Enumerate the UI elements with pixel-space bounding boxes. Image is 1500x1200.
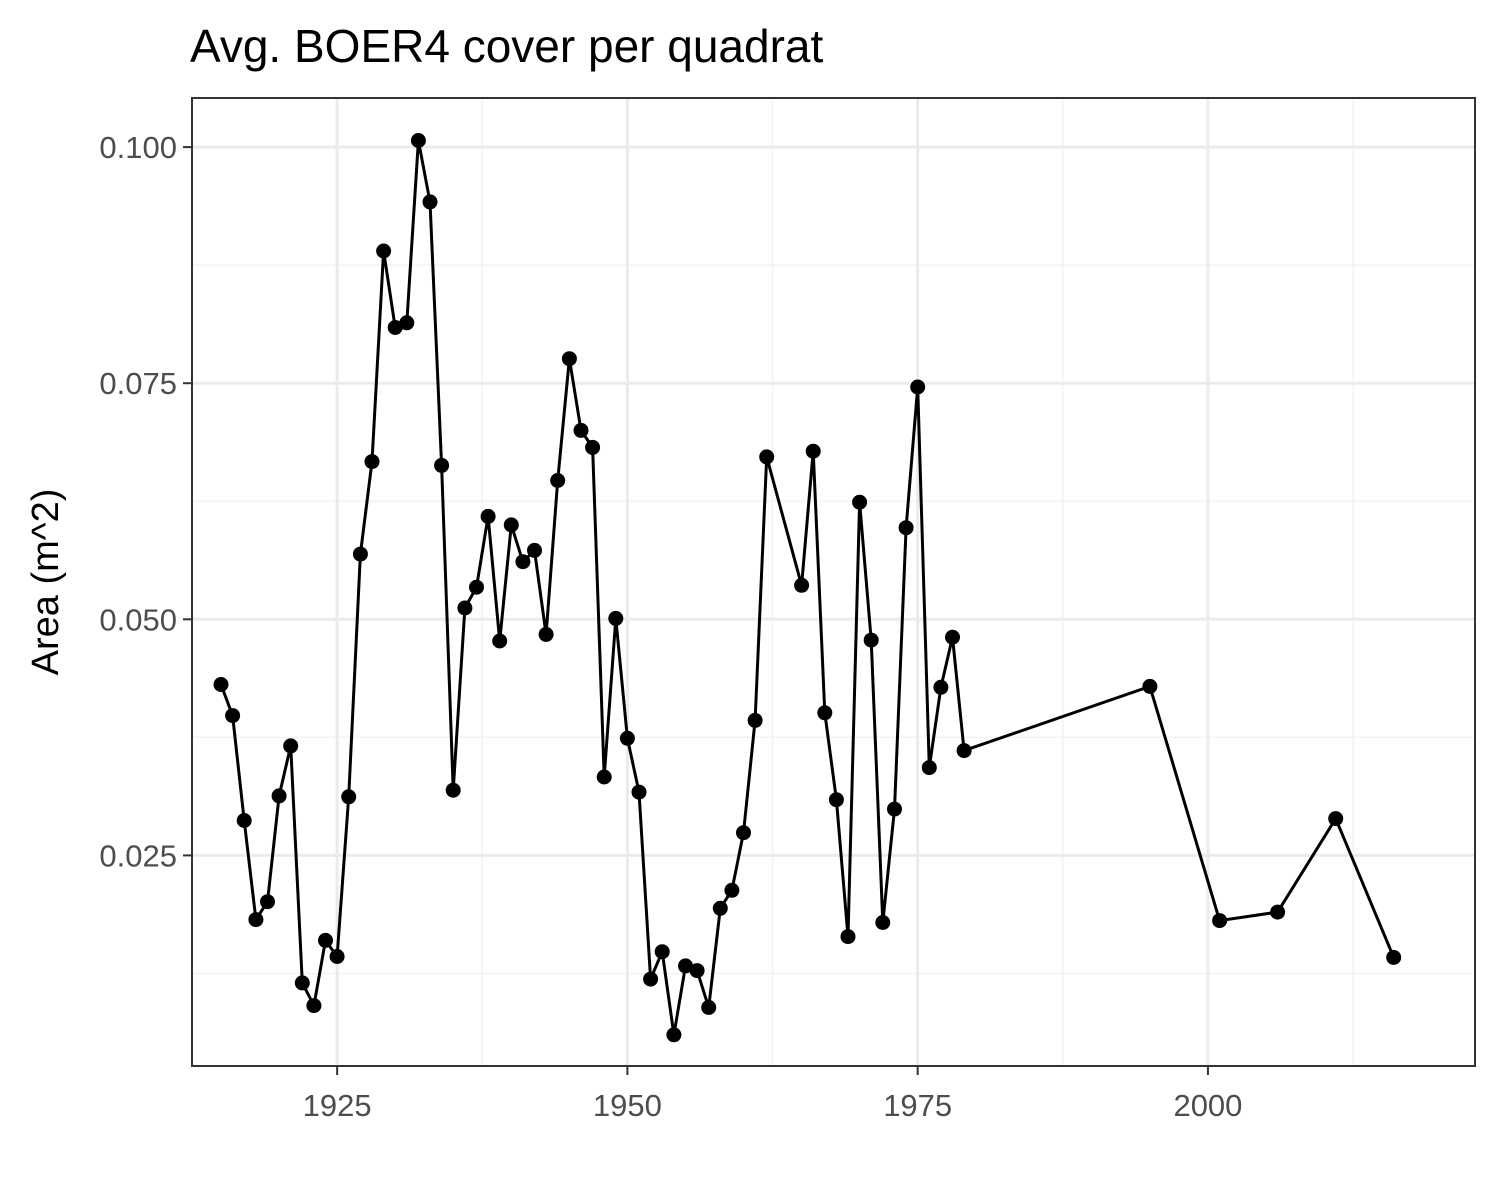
data-point [631, 784, 647, 800]
data-point [387, 320, 403, 335]
data-point [573, 422, 589, 438]
data-point [887, 801, 902, 817]
data-point [1212, 913, 1228, 929]
data-point [283, 738, 299, 754]
data-point [759, 449, 775, 465]
data-point [596, 769, 612, 785]
data-point [306, 998, 322, 1014]
data-point [318, 932, 333, 948]
series-line [219, 140, 1396, 1036]
minor-gridlines [191, 98, 1475, 1066]
data-point [585, 439, 601, 455]
y-tick-label: 0.050 [99, 602, 177, 637]
data-point [852, 494, 868, 510]
data-point [503, 517, 519, 533]
data-point [538, 626, 554, 642]
data-point [608, 610, 624, 626]
data-point [956, 743, 972, 759]
data-point [1386, 949, 1402, 965]
data-point [828, 792, 844, 808]
data-point [492, 633, 508, 649]
x-tick-label: 2000 [1173, 1088, 1242, 1123]
x-tick-label: 1925 [303, 1088, 372, 1123]
data-point [736, 825, 751, 841]
data-point [643, 971, 659, 987]
data-point [457, 600, 473, 616]
data-point [619, 730, 635, 746]
data-point [550, 473, 566, 488]
data-point [689, 963, 705, 979]
data-point [376, 243, 392, 259]
data-point [480, 508, 496, 524]
data-point [422, 194, 438, 210]
data-point [527, 542, 542, 558]
data-point [921, 760, 937, 776]
data-point [840, 929, 856, 945]
data-point [352, 546, 368, 562]
data-point [666, 1027, 682, 1043]
data-point [875, 915, 891, 930]
major-gridlines [192, 98, 1475, 1066]
data-point [863, 632, 879, 648]
data-point [445, 782, 461, 798]
data-point [1328, 811, 1344, 827]
data-point [945, 629, 960, 645]
y-tick-label: 0.075 [99, 366, 177, 401]
data-point [469, 579, 484, 595]
data-point [515, 554, 531, 570]
data-point [236, 813, 252, 828]
data-point [410, 133, 426, 148]
data-point [260, 894, 275, 910]
data-point [248, 912, 264, 928]
data-point [794, 577, 810, 593]
data-point [271, 788, 287, 804]
data-point [213, 677, 229, 692]
data-point [724, 882, 740, 898]
data-point [747, 712, 763, 728]
data-series [213, 133, 1402, 1043]
data-point [341, 789, 357, 805]
data-point [364, 454, 380, 470]
data-point [805, 443, 821, 459]
data-point [701, 999, 717, 1015]
data-point [933, 679, 949, 695]
y-axis: 0.025 0.050 0.075 0.100 [99, 130, 192, 873]
data-point [910, 379, 926, 395]
plot-panel-border [191, 97, 1476, 1067]
data-point [1270, 904, 1286, 920]
data-point [712, 900, 728, 916]
data-point [1142, 678, 1158, 694]
data-point [678, 958, 693, 974]
data-point [225, 708, 241, 724]
data-point [654, 944, 670, 960]
x-tick-label: 1975 [883, 1088, 952, 1123]
x-tick-label: 1950 [593, 1088, 662, 1123]
y-tick-label: 0.100 [99, 130, 177, 165]
chart-title: Avg. BOER4 cover per quadrat [190, 20, 823, 72]
data-point [561, 351, 577, 367]
data-point [434, 457, 450, 473]
data-point [817, 705, 833, 721]
x-axis: 1925 1950 1975 2000 [303, 1066, 1242, 1123]
y-tick-label: 0.025 [99, 838, 177, 873]
data-point [898, 520, 914, 536]
data-point [399, 315, 415, 331]
data-point [294, 975, 310, 991]
data-point [329, 949, 345, 964]
y-axis-label: Area (m^2) [25, 489, 67, 676]
